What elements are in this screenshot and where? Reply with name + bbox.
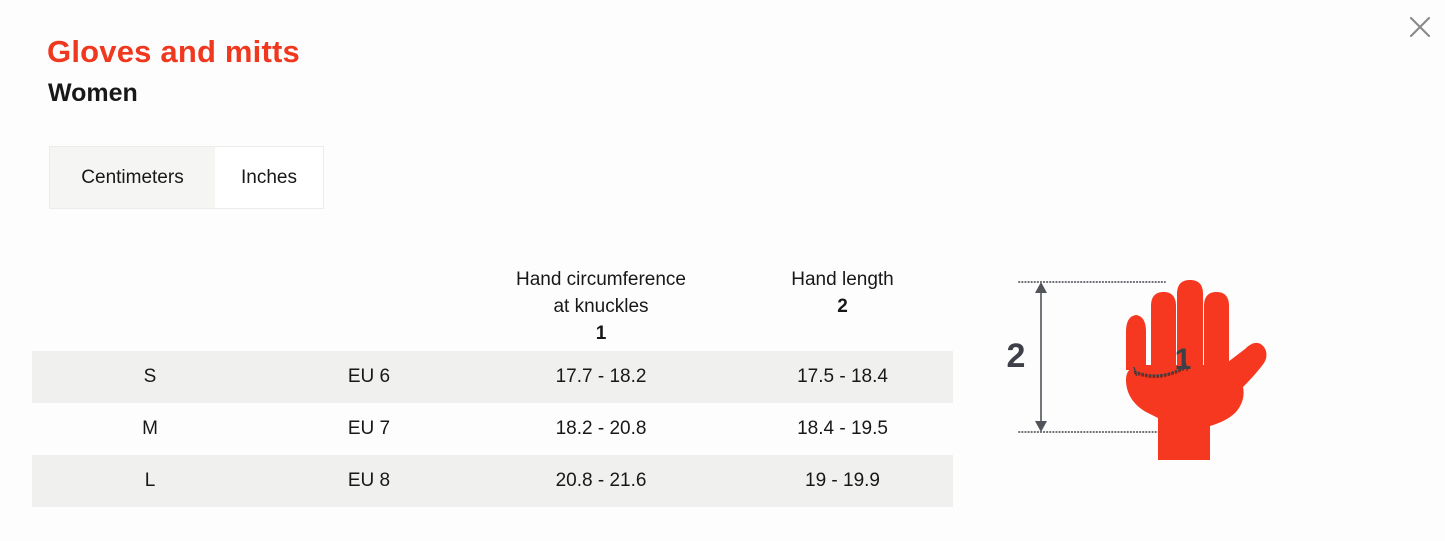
svg-text:1: 1 (1175, 343, 1192, 376)
svg-text:2: 2 (1007, 337, 1026, 375)
